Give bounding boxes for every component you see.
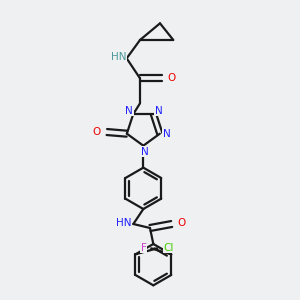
Text: N: N bbox=[141, 147, 149, 157]
Text: N: N bbox=[163, 129, 170, 139]
Text: HN: HN bbox=[116, 218, 132, 228]
Text: O: O bbox=[167, 73, 176, 83]
Text: O: O bbox=[93, 127, 101, 137]
Text: N: N bbox=[125, 106, 133, 116]
Text: HN: HN bbox=[111, 52, 126, 62]
Text: F: F bbox=[141, 243, 147, 253]
Text: Cl: Cl bbox=[164, 243, 174, 253]
Text: N: N bbox=[154, 106, 162, 116]
Text: O: O bbox=[177, 218, 185, 228]
